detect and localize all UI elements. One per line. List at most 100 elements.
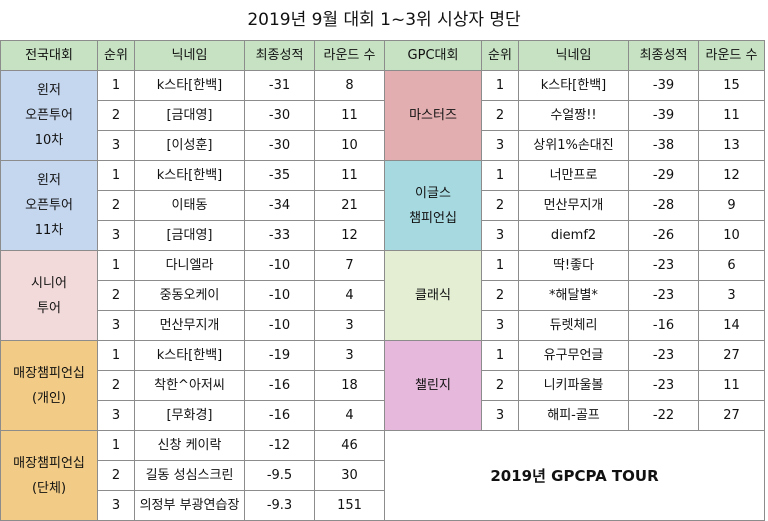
national-nickname: 먼산무지개 bbox=[134, 310, 245, 341]
gpc-rank: 1 bbox=[481, 340, 519, 371]
gpc-rounds: 15 bbox=[698, 70, 765, 101]
header-national-rank: 순위 bbox=[97, 40, 135, 71]
national-score: -34 bbox=[244, 190, 315, 221]
table-row: 2 [금대영] -30 11 2 수얼짱!! -39 11 bbox=[1, 100, 765, 131]
national-rounds: 4 bbox=[314, 400, 385, 431]
table-row: 윈저 오픈투어 11차 1 k스타[한백] -35 11 이글스 챔피언십 1 너만프로 -29… bbox=[0, 160, 765, 251]
national-rounds: 46 bbox=[314, 430, 385, 461]
national-nickname: 이태동 bbox=[134, 190, 245, 221]
national-score: -12 bbox=[244, 430, 315, 461]
national-score: -9.3 bbox=[244, 490, 315, 521]
gpc-nickname: 수얼짱!! bbox=[518, 100, 629, 131]
national-nickname: 신창 케이락 bbox=[134, 430, 245, 461]
gpc-score: -22 bbox=[628, 400, 699, 431]
table-row: 3 [무화경] -16 4 3 해피-골프 -22 27 bbox=[1, 400, 765, 431]
header-gpc-rank: 순위 bbox=[481, 40, 519, 71]
national-rank: 2 bbox=[97, 370, 135, 401]
gpc-rounds: 11 bbox=[698, 100, 765, 131]
national-rank: 2 bbox=[97, 280, 135, 311]
gpc-rounds: 9 bbox=[698, 190, 765, 221]
gpc-event-name: 마스터즈 bbox=[384, 70, 482, 161]
national-rounds: 8 bbox=[314, 70, 385, 101]
national-rounds: 3 bbox=[314, 310, 385, 341]
gpc-event-name: 클래식 bbox=[384, 250, 482, 341]
table-row: 2 이태동 -34 21 2 먼산무지개 -28 9 bbox=[1, 190, 765, 221]
gpc-nickname: k스타[한백] bbox=[518, 70, 629, 101]
gpc-score: -23 bbox=[628, 250, 699, 281]
national-rounds: 21 bbox=[314, 190, 385, 221]
header-national-score: 최종성적 bbox=[244, 40, 315, 71]
gpc-score: -29 bbox=[628, 160, 699, 191]
gpc-rounds: 14 bbox=[698, 310, 765, 341]
national-nickname: 다니엘라 bbox=[134, 250, 245, 281]
national-rounds: 3 bbox=[314, 340, 385, 371]
header-gpc-rounds: 라운드 수 bbox=[698, 40, 765, 71]
gpc-nickname: 해피-골프 bbox=[518, 400, 629, 431]
table-row: 매장챔피언십 (단체) 1 신창 케이락 -12 46 2019년 GPCPA TOUR bbox=[0, 430, 765, 521]
national-rounds: 10 bbox=[314, 130, 385, 161]
national-rank: 2 bbox=[97, 460, 135, 491]
table-row: 매장챔피언십 (개인) 1 k스타[한백] -19 3 챌린지 1 유구무언글 -23 27 bbox=[0, 340, 765, 431]
national-rounds: 11 bbox=[314, 160, 385, 191]
national-rank: 1 bbox=[97, 160, 135, 191]
header-gpc-nickname: 닉네임 bbox=[518, 40, 629, 71]
header-national-event: 전국대회 bbox=[0, 40, 98, 71]
gpc-rank: 2 bbox=[481, 100, 519, 131]
gpc-rank: 2 bbox=[481, 280, 519, 311]
gpc-score: -39 bbox=[628, 70, 699, 101]
gpc-score: -16 bbox=[628, 310, 699, 341]
gpc-rank: 3 bbox=[481, 310, 519, 341]
national-rank: 1 bbox=[97, 340, 135, 371]
national-score: -16 bbox=[244, 400, 315, 431]
national-rounds: 7 bbox=[314, 250, 385, 281]
table-row: 3 [금대영] -33 12 3 diemf2 -26 10 bbox=[1, 220, 765, 251]
national-rank: 1 bbox=[97, 430, 135, 461]
awards-table: 전국대회 순위 닉네임 최종성적 라운드 수 GPC대회 순위 닉네임 최종성적… bbox=[0, 40, 765, 521]
national-rank: 1 bbox=[97, 250, 135, 281]
table-row: 윈저 오픈투어 10차 1 k스타[한백] -31 8 마스터즈 1 k스타[한백] -39 15 bbox=[0, 70, 765, 161]
gpc-nickname: 먼산무지개 bbox=[518, 190, 629, 221]
national-event-name: 매장챔피언십 (단체) bbox=[0, 430, 98, 521]
national-rounds: 18 bbox=[314, 370, 385, 401]
national-nickname: [금대영] bbox=[134, 100, 245, 131]
header-national-nickname: 닉네임 bbox=[134, 40, 245, 71]
national-score: -30 bbox=[244, 100, 315, 131]
national-event-name: 매장챔피언십 (개인) bbox=[0, 340, 98, 431]
gpc-rounds: 10 bbox=[698, 220, 765, 251]
header-gpc-score: 최종성적 bbox=[628, 40, 699, 71]
national-score: -16 bbox=[244, 370, 315, 401]
gpc-nickname: 듀렛체리 bbox=[518, 310, 629, 341]
national-nickname: 중동오케이 bbox=[134, 280, 245, 311]
gpc-rounds: 3 bbox=[698, 280, 765, 311]
national-event-name: 시니어 투어 bbox=[0, 250, 98, 341]
national-score: -10 bbox=[244, 280, 315, 311]
gpc-score: -23 bbox=[628, 340, 699, 371]
gpc-nickname: 니키파울볼 bbox=[518, 370, 629, 401]
national-score: -9.5 bbox=[244, 460, 315, 491]
gpc-score: -39 bbox=[628, 100, 699, 131]
national-nickname: [무화경] bbox=[134, 400, 245, 431]
gpc-rank: 2 bbox=[481, 190, 519, 221]
gpc-rank: 1 bbox=[481, 70, 519, 101]
table-row: 3 [이성훈] -30 10 3 상위1%손대진 -38 13 bbox=[1, 130, 765, 161]
gpc-nickname: 상위1%손대진 bbox=[518, 130, 629, 161]
national-rank: 3 bbox=[97, 400, 135, 431]
gpc-rounds: 13 bbox=[698, 130, 765, 161]
page-title: 2019년 9월 대회 1~3위 시상자 명단 bbox=[247, 10, 521, 30]
gpc-rank: 3 bbox=[481, 400, 519, 431]
national-rounds: 11 bbox=[314, 100, 385, 131]
national-nickname: [금대영] bbox=[134, 220, 245, 251]
gpc-rounds: 27 bbox=[698, 400, 765, 431]
national-score: -33 bbox=[244, 220, 315, 251]
national-rank: 3 bbox=[97, 130, 135, 161]
gpc-nickname: *해달별* bbox=[518, 280, 629, 311]
national-rounds: 12 bbox=[314, 220, 385, 251]
gpc-score: -28 bbox=[628, 190, 699, 221]
header-gpc-event: GPC대회 bbox=[384, 40, 482, 71]
gpc-score: -38 bbox=[628, 130, 699, 161]
national-nickname: k스타[한백] bbox=[134, 340, 245, 371]
footer-label: 2019년 GPCPA TOUR bbox=[384, 430, 765, 521]
table-row: 3 의정부 부광연습장 -9.3 151 bbox=[1, 490, 765, 521]
national-rank: 3 bbox=[97, 310, 135, 341]
national-rounds: 151 bbox=[314, 490, 385, 521]
